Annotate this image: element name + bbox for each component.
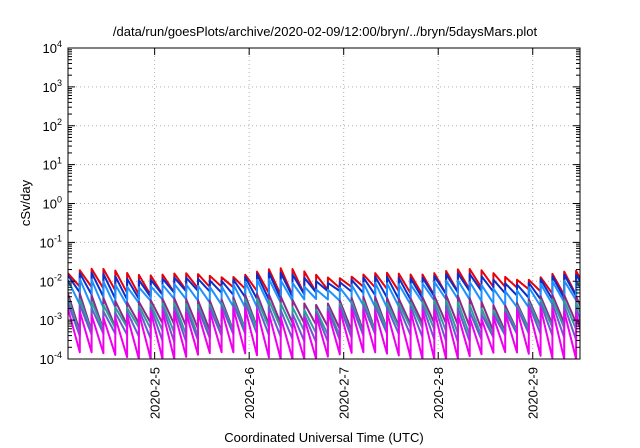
y-tick-label: 101 [43, 156, 62, 173]
y-tick-label: 100 [43, 195, 62, 212]
series-line [68, 271, 580, 301]
x-tick-label: 2020-2-7 [337, 367, 352, 419]
x-tick-label: 2020-2-5 [148, 367, 163, 419]
y-tick-label: 10-1 [40, 233, 62, 250]
series-group [68, 267, 580, 359]
y-tick-label: 10-4 [40, 350, 62, 367]
series-line [68, 306, 580, 359]
x-axis: 2020-2-5 2020-2-6 2020-2-7 2020-2-8 2020-2-9 [148, 48, 541, 419]
series-line [68, 302, 580, 344]
series-line [68, 278, 580, 309]
chart-title: /data/run/goesPlots/archive/2020-02-09/1… [113, 24, 538, 39]
x-axis-label: Coordinated Universal Time (UTC) [224, 430, 423, 445]
y-tick-label: 102 [43, 117, 62, 134]
y-tick-label: 10-3 [40, 311, 62, 328]
y-tick-label: 103 [43, 78, 62, 95]
series-line [68, 292, 580, 333]
y-axis-label: cSv/day [18, 179, 33, 226]
x-tick-label: 2020-2-6 [242, 367, 257, 419]
y-tick-label: 10-2 [40, 272, 62, 289]
x-tick-label: 2020-2-9 [526, 367, 541, 419]
x-tick-label: 2020-2-8 [431, 367, 446, 419]
y-axis: 10-4 10-3 10-2 10-1 100 101 102 103 104 [40, 39, 580, 367]
y-tick-label: 104 [43, 39, 62, 56]
